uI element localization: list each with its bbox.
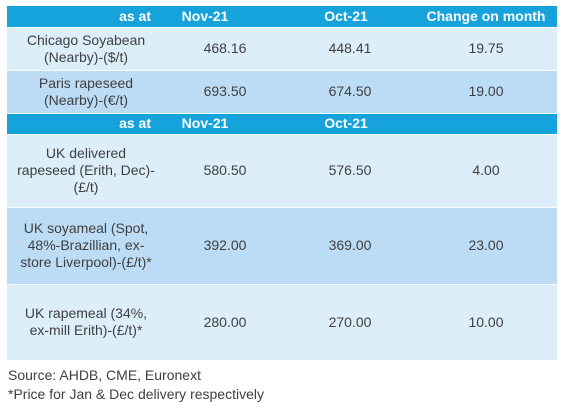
table-row: Chicago Soyabean (Nearby)-($/t) 468.16 4… xyxy=(7,27,557,71)
row-nov-value: 280.00 xyxy=(165,284,285,361)
row-label: UK rapemeal (34%, ex-mill Erith)-(£/t)* xyxy=(7,284,165,361)
header-oct: Oct-21 xyxy=(285,6,415,28)
header-as-at: as at xyxy=(7,6,165,28)
row-label: UK delivered rapeseed (Erith, Dec)-(£/t) xyxy=(7,134,165,208)
subheader-as-at: as at xyxy=(7,113,165,135)
row-oct-value: 369.00 xyxy=(285,207,415,285)
table-row: UK delivered rapeseed (Erith, Dec)-(£/t)… xyxy=(7,134,557,208)
header-nov: Nov-21 xyxy=(165,6,285,28)
row-change-value: 19.75 xyxy=(415,27,557,71)
row-change-value: 4.00 xyxy=(415,134,557,208)
row-oct-value: 448.41 xyxy=(285,27,415,71)
row-oct-value: 270.00 xyxy=(285,284,415,361)
table-row: UK rapemeal (34%, ex-mill Erith)-(£/t)* … xyxy=(7,284,557,361)
table-row: UK soyameal (Spot, 48%-Brazillian, ex-st… xyxy=(7,207,557,285)
row-change-value: 19.00 xyxy=(415,70,557,114)
row-label: Paris rapeseed (Nearby)-(€/t) xyxy=(7,70,165,114)
row-nov-value: 580.50 xyxy=(165,134,285,208)
subheader-row: as at Nov-21 Oct-21 xyxy=(7,113,557,135)
subheader-nov: Nov-21 xyxy=(165,113,285,135)
row-oct-value: 674.50 xyxy=(285,70,415,114)
subheader-empty xyxy=(415,113,557,135)
row-nov-value: 392.00 xyxy=(165,207,285,285)
table-row: Paris rapeseed (Nearby)-(€/t) 693.50 674… xyxy=(7,70,557,114)
header-change: Change on month xyxy=(415,6,557,28)
row-label: UK soyameal (Spot, 48%-Brazillian, ex-st… xyxy=(7,207,165,285)
row-oct-value: 576.50 xyxy=(285,134,415,208)
row-change-value: 23.00 xyxy=(415,207,557,285)
row-change-value: 10.00 xyxy=(415,284,557,361)
source-note: Source: AHDB, CME, Euronext xyxy=(8,367,201,383)
footnote: *Price for Jan & Dec delivery respective… xyxy=(8,386,264,402)
row-nov-value: 468.16 xyxy=(165,27,285,71)
header-row: as at Nov-21 Oct-21 Change on month xyxy=(7,6,557,28)
row-nov-value: 693.50 xyxy=(165,70,285,114)
row-label: Chicago Soyabean (Nearby)-($/t) xyxy=(7,27,165,71)
subheader-oct: Oct-21 xyxy=(285,113,415,135)
price-table: as at Nov-21 Oct-21 Change on month Chic… xyxy=(7,6,557,361)
